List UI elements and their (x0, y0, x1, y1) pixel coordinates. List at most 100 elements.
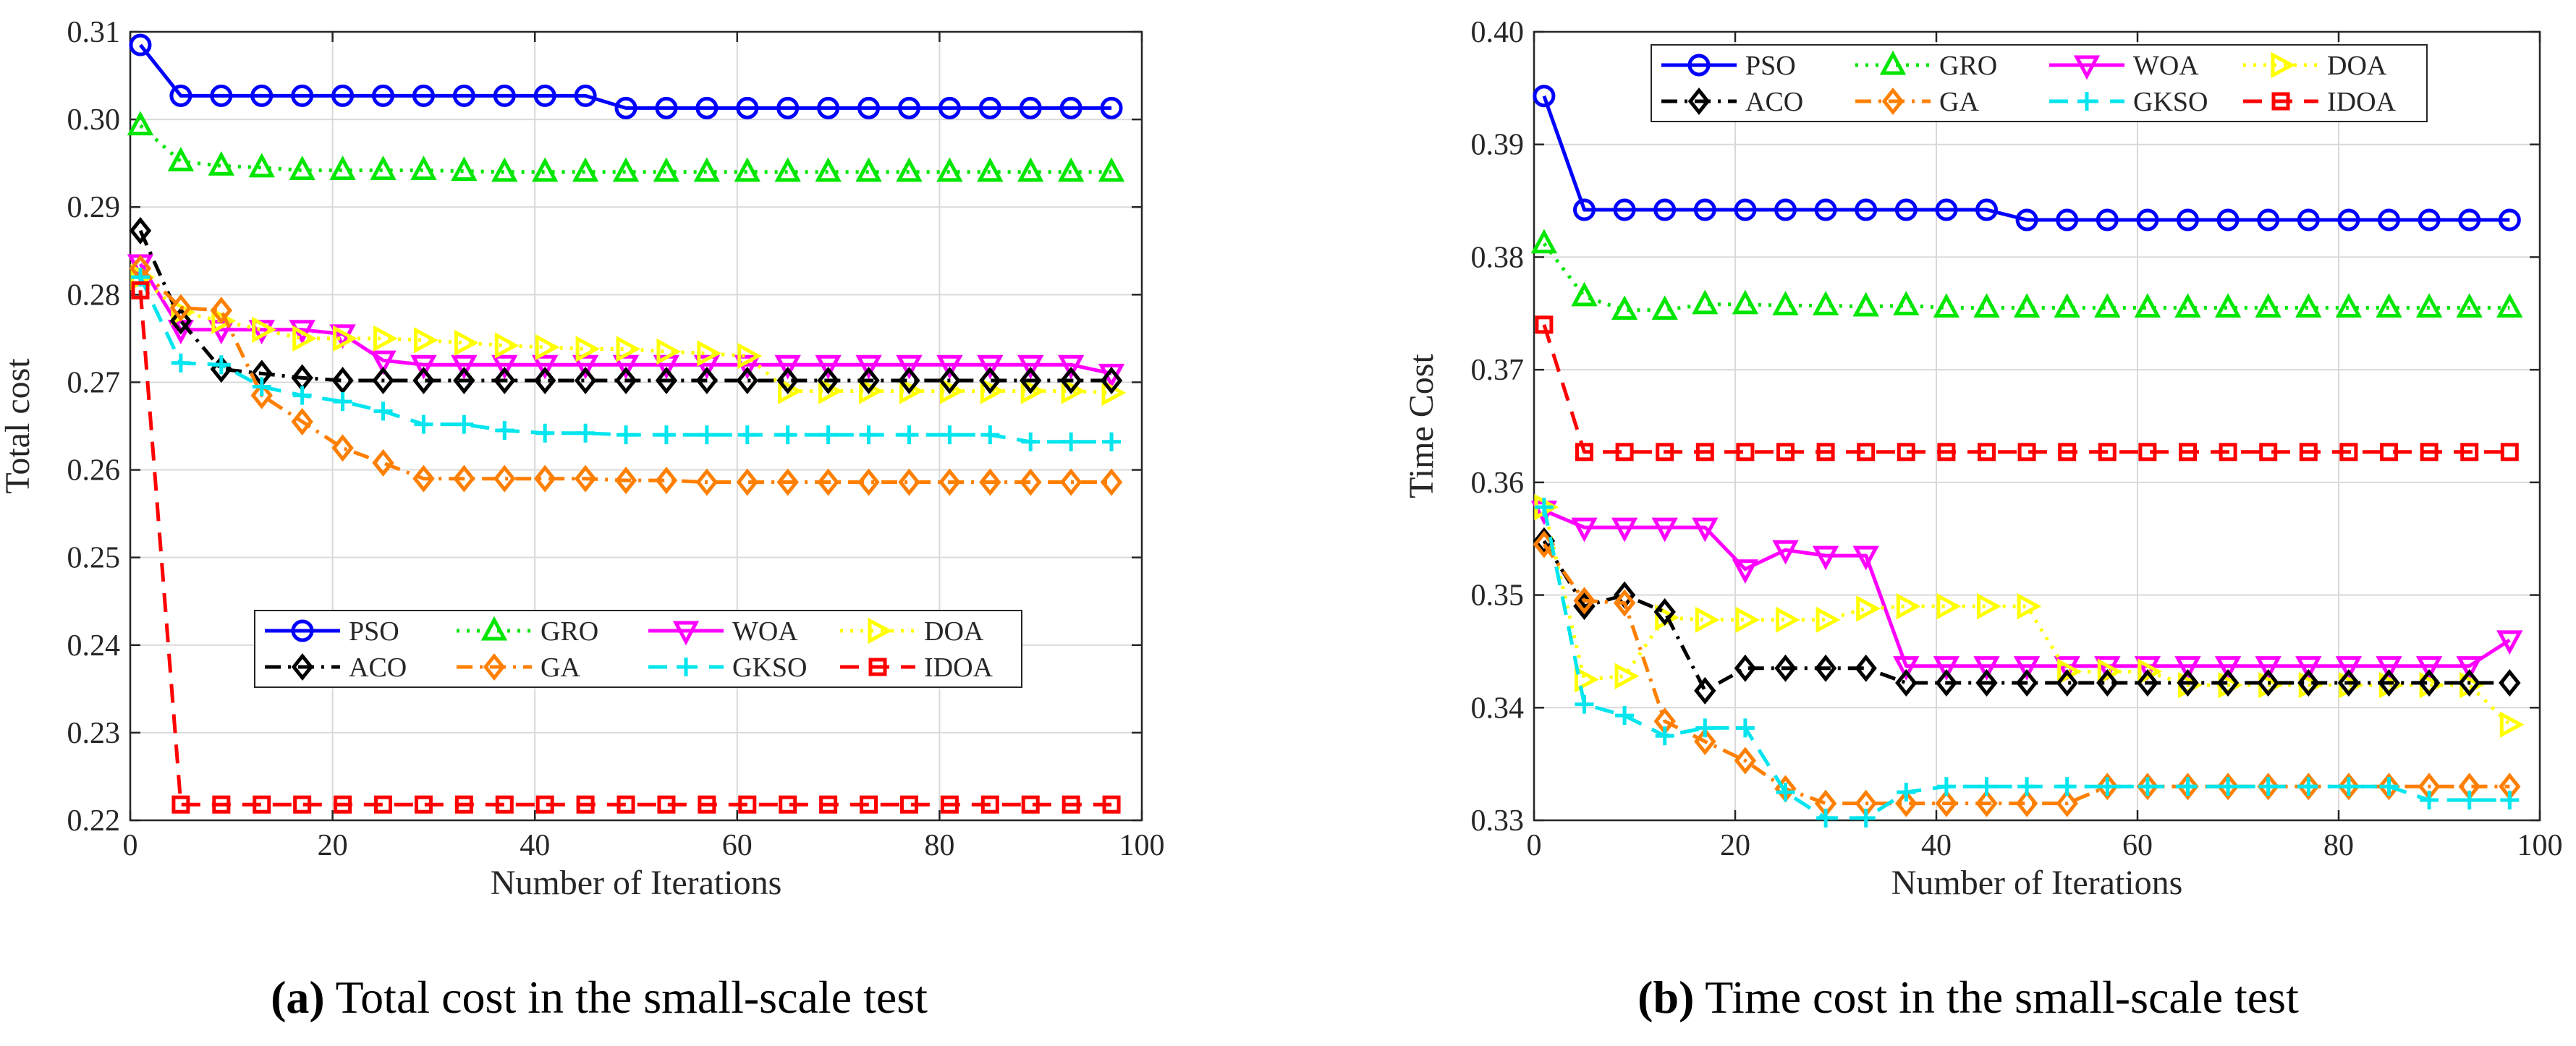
data-point-ga (979, 468, 1001, 496)
data-point-aco (2378, 669, 2400, 697)
data-point-woa (1772, 540, 1799, 565)
data-point-idoa (2339, 443, 2358, 462)
data-point-ga (1100, 468, 1123, 496)
legend-marker-gkso (2077, 92, 2096, 111)
x-tick-label: 0 (123, 829, 138, 862)
data-point-woa (2255, 656, 2281, 681)
data-point-ga (2257, 773, 2279, 801)
data-point-woa (451, 354, 478, 380)
chart-total-cost: 0 20 40 60 80 100 0.22 0.23 0.24 0.25 0.26 0.27 0.28… (0, 16, 1165, 902)
data-point-woa (1973, 656, 2000, 681)
data-point-aco (979, 367, 1001, 395)
data-point-woa (1852, 545, 1879, 571)
data-point-aco (1100, 367, 1123, 395)
data-point-woa (491, 354, 518, 380)
data-point-aco (2216, 669, 2240, 697)
data-point-gkso (171, 353, 190, 373)
data-point-woa (774, 354, 801, 380)
data-point-gkso (2017, 777, 2037, 796)
data-point-ga (2136, 773, 2159, 801)
data-point-aco (2499, 669, 2521, 697)
data-point-idoa (657, 795, 676, 814)
data-point-gro (410, 156, 437, 180)
data-point-pso (2015, 208, 2038, 231)
data-point-gro (289, 156, 315, 180)
series-pso (129, 33, 1123, 119)
data-point-idoa (899, 795, 918, 814)
data-point-pso (2337, 208, 2360, 231)
data-point-pso (1533, 85, 1556, 108)
data-point-pso (452, 84, 475, 107)
data-point-gro (1611, 295, 1638, 320)
data-point-idoa (1535, 315, 1554, 334)
data-point-pso (1814, 198, 1837, 221)
data-point-gkso (1575, 694, 1594, 714)
data-point-aco (1694, 676, 1716, 705)
data-point-pso (2216, 208, 2240, 231)
x-tick-label: 100 (1119, 829, 1165, 862)
legend-marker-woa (2073, 55, 2101, 80)
data-point-idoa (1062, 795, 1080, 814)
caption-a: (a) Total cost in the small-scale test (271, 971, 928, 1023)
data-point-aco (2096, 669, 2119, 697)
data-point-gro (693, 157, 721, 182)
data-point-doa (616, 336, 641, 362)
data-point-gkso (2420, 790, 2439, 809)
data-point-gkso (2057, 777, 2077, 796)
legend-item-gkso: GKSO (2049, 87, 2208, 117)
data-point-gkso (333, 392, 352, 412)
legend-label-pso: PSO (1745, 51, 1796, 81)
data-point-gro (2335, 293, 2363, 318)
legend-label-idoa: IDOA (2327, 87, 2397, 117)
data-point-gro (855, 157, 882, 182)
data-point-woa (815, 354, 842, 380)
y-tick-label: 0.36 (1471, 467, 1525, 500)
data-point-ga (776, 468, 799, 496)
data-point-gkso (211, 355, 231, 375)
data-point-gro (612, 157, 640, 182)
data-point-gkso (292, 386, 312, 405)
data-point-idoa (293, 795, 312, 814)
data-point-gkso (2299, 777, 2318, 796)
data-point-doa (859, 378, 884, 404)
data-point-ga (2216, 773, 2240, 801)
data-point-idoa (171, 795, 190, 814)
data-point-idoa (454, 795, 473, 814)
y-tick-label: 0.27 (67, 366, 121, 399)
legend-marker-woa (672, 621, 700, 646)
legend-marker-ga (1881, 87, 1905, 116)
data-point-gkso (1615, 706, 1635, 726)
data-point-idoa (1656, 443, 1674, 462)
data-point-pso (736, 96, 759, 119)
data-point-aco (331, 367, 354, 395)
data-point-gro (1651, 295, 1678, 320)
data-point-pso (129, 33, 152, 56)
legend-label-aco: ACO (349, 652, 407, 683)
data-point-idoa (819, 795, 838, 814)
legend-marker-pso (1687, 54, 1711, 77)
data-point-doa (1575, 666, 1599, 693)
data-point-gkso (1102, 432, 1122, 451)
data-point-gro (572, 157, 599, 182)
data-point-ga (1059, 468, 1082, 496)
data-point-aco (493, 367, 516, 395)
legend-label-gkso: GKSO (732, 652, 807, 683)
x-tick-label: 40 (520, 829, 550, 862)
data-point-aco (533, 367, 556, 395)
data-point-idoa (2017, 443, 2036, 462)
data-point-gkso (1021, 432, 1041, 451)
data-point-pso (2418, 208, 2441, 231)
legend-label-woa: WOA (2133, 51, 2199, 81)
x-tick-label: 80 (2323, 829, 2354, 862)
data-point-gkso (1816, 808, 1836, 828)
y-tick-label: 0.30 (67, 103, 121, 137)
x-tick-label: 20 (318, 829, 348, 862)
legend-marker-ga (483, 652, 506, 681)
data-point-aco (695, 367, 719, 395)
data-point-gkso (373, 401, 393, 421)
series-doa (1534, 493, 2525, 738)
data-point-idoa (1937, 443, 1956, 462)
data-point-doa (575, 336, 601, 362)
series-doa (130, 263, 1127, 407)
data-point-idoa (779, 795, 797, 814)
